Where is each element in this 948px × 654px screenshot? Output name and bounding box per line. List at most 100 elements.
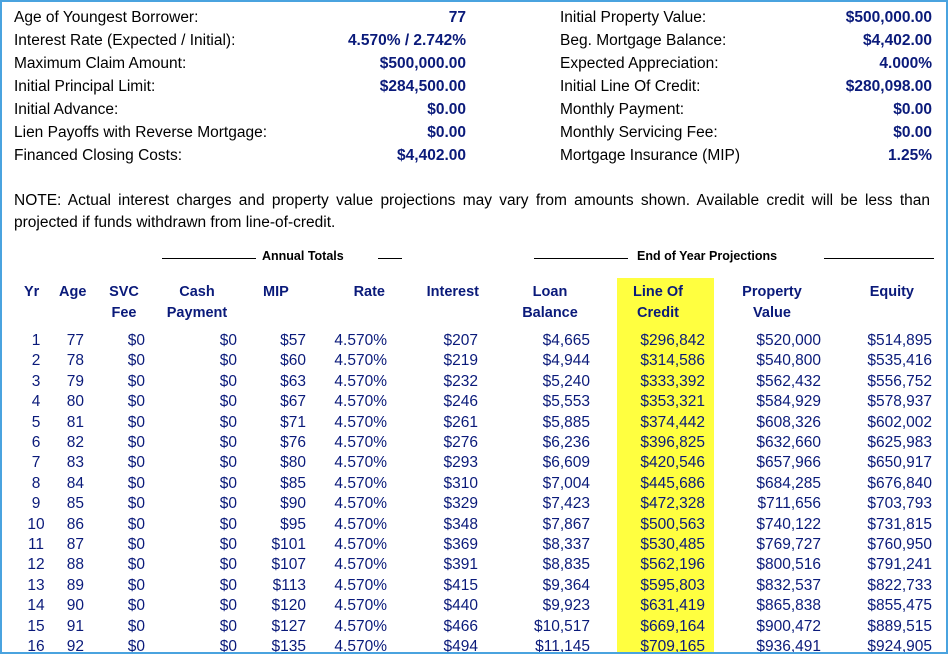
cell-age: 78 <box>66 352 84 370</box>
cell-yr: 15 <box>27 617 45 635</box>
cell-interest: $369 <box>443 536 478 553</box>
cell-property-value: $832,537 <box>756 576 821 594</box>
cell-interest: $246 <box>443 393 478 411</box>
cell-age: 86 <box>66 515 84 533</box>
cell-rate: 4.570% <box>334 617 387 635</box>
cell-cash-payment: $0 <box>219 434 237 451</box>
cell-age: 91 <box>66 617 84 635</box>
header-yr: Yr <box>24 284 40 300</box>
cell-cash-payment: $0 <box>219 495 237 513</box>
cell-svc-fee: $0 <box>127 393 145 411</box>
cell-cash-payment: $0 <box>219 576 237 594</box>
summary-row: Beg. Mortgage Balance: $4,402.00 <box>560 29 932 52</box>
summary-value: $0.00 <box>893 101 932 118</box>
cell-yr: 14 <box>27 597 45 615</box>
cell-loan-balance: $10,517 <box>533 617 590 635</box>
cell-loan-balance: $5,885 <box>542 413 590 431</box>
cell-mip: $90 <box>280 495 306 513</box>
cell-equity: $514,895 <box>867 332 932 349</box>
cell-property-value: $584,929 <box>756 393 821 411</box>
cell-interest: $329 <box>443 495 478 513</box>
summary-row: Maximum Claim Amount: $500,000.00 <box>14 52 466 75</box>
cell-mip: $67 <box>280 393 306 411</box>
summary-row: Age of Youngest Borrower: 77 <box>14 6 466 29</box>
summary-value: $500,000.00 <box>379 55 466 72</box>
table-row: 7 83 $0 $0 $80 4.570% $293 $6,609 $420,546 $657,9… <box>2 453 946 473</box>
cell-rate: 4.570% <box>334 332 387 349</box>
cell-rate: 4.570% <box>334 576 387 594</box>
summary-row: Initial Advance: $0.00 <box>14 98 466 121</box>
cell-yr: 12 <box>27 556 45 574</box>
cell-loan-balance: $11,145 <box>535 638 590 654</box>
summary-label: Financed Closing Costs: <box>14 147 182 164</box>
summary-row: Monthly Payment: $0.00 <box>560 98 932 121</box>
summary-label: Beg. Mortgage Balance: <box>560 32 727 49</box>
summary-value: $0.00 <box>427 124 466 141</box>
cell-interest: $219 <box>443 352 478 370</box>
table-row: 10 86 $0 $0 $95 4.570% $348 $7,867 $500,563 $740,… <box>2 515 946 535</box>
cell-line-of-credit: $530,485 <box>640 536 705 553</box>
cell-rate: 4.570% <box>334 597 387 615</box>
cell-svc-fee: $0 <box>127 413 145 431</box>
cell-cash-payment: $0 <box>219 474 237 492</box>
cell-cash-payment: $0 <box>219 454 237 472</box>
cell-rate: 4.570% <box>334 536 387 553</box>
cell-equity: $924,905 <box>867 638 932 654</box>
cell-line-of-credit: $396,825 <box>640 434 705 451</box>
cell-yr: 16 <box>27 638 45 654</box>
cell-loan-balance: $7,004 <box>542 474 590 492</box>
table-row: 14 90 $0 $0 $120 4.570% $440 $9,923 $631,419 $865… <box>2 596 946 616</box>
cell-line-of-credit: $562,196 <box>640 556 705 574</box>
table-row: 12 88 $0 $0 $107 4.570% $391 $8,835 $562,196 $800… <box>2 555 946 575</box>
table-row: 5 81 $0 $0 $71 4.570% $261 $5,885 $374,442 $608,3… <box>2 413 946 433</box>
header-line-of-credit: Line Of Credit <box>633 284 683 321</box>
cell-interest: $207 <box>443 332 478 349</box>
summary-label: Age of Youngest Borrower: <box>14 9 199 26</box>
cell-age: 85 <box>66 495 84 513</box>
summary-row: Initial Line Of Credit: $280,098.00 <box>560 75 932 98</box>
cell-rate: 4.570% <box>334 352 387 370</box>
cell-mip: $107 <box>271 556 306 574</box>
table-row: 11 87 $0 $0 $101 4.570% $369 $8,337 $530,485 $769… <box>2 535 946 555</box>
cell-svc-fee: $0 <box>127 576 145 594</box>
cell-line-of-credit: $709,165 <box>640 638 705 654</box>
cell-equity: $535,416 <box>867 352 932 370</box>
cell-equity: $676,840 <box>867 474 932 492</box>
cell-interest: $310 <box>443 474 478 492</box>
cell-yr: 11 <box>27 536 45 553</box>
cell-property-value: $900,472 <box>756 617 821 635</box>
table-row: 13 89 $0 $0 $113 4.570% $415 $9,364 $595,803 $832… <box>2 576 946 596</box>
cell-svc-fee: $0 <box>127 454 145 472</box>
summary-value: $500,000.00 <box>845 9 932 26</box>
cell-equity: $625,983 <box>867 434 932 451</box>
cell-age: 84 <box>66 474 84 492</box>
cell-yr: 5 <box>31 413 41 431</box>
summary-value: 4.000% <box>879 55 932 72</box>
header-mip: MIP <box>263 284 289 300</box>
cell-loan-balance: $6,236 <box>542 434 590 451</box>
line-of-credit-highlight <box>617 278 714 652</box>
summary-label: Initial Property Value: <box>560 9 707 26</box>
summary-row: Mortgage Insurance (MIP) 1.25% <box>560 144 932 167</box>
cell-interest: $466 <box>443 617 478 635</box>
summary-value: 77 <box>448 9 466 26</box>
cell-rate: 4.570% <box>334 372 387 390</box>
disclaimer-note: NOTE: Actual interest charges and proper… <box>14 192 930 231</box>
cell-cash-payment: $0 <box>219 617 237 635</box>
cell-mip: $60 <box>280 352 306 370</box>
cell-age: 92 <box>66 638 84 654</box>
header-age: Age <box>59 284 87 300</box>
cell-age: 77 <box>66 332 84 349</box>
header-interest: Interest <box>426 284 479 300</box>
cell-yr: 3 <box>31 372 41 390</box>
cell-yr: 1 <box>31 332 41 349</box>
cell-equity: $731,815 <box>867 515 932 533</box>
cell-svc-fee: $0 <box>127 474 145 492</box>
cell-yr: 13 <box>27 576 45 594</box>
cell-svc-fee: $0 <box>127 332 145 349</box>
cell-property-value: $769,727 <box>756 536 821 553</box>
cell-interest: $293 <box>443 454 478 472</box>
summary-label: Initial Line Of Credit: <box>560 78 701 95</box>
projections-group: End of Year Projections <box>534 249 934 269</box>
cell-rate: 4.570% <box>334 454 387 472</box>
